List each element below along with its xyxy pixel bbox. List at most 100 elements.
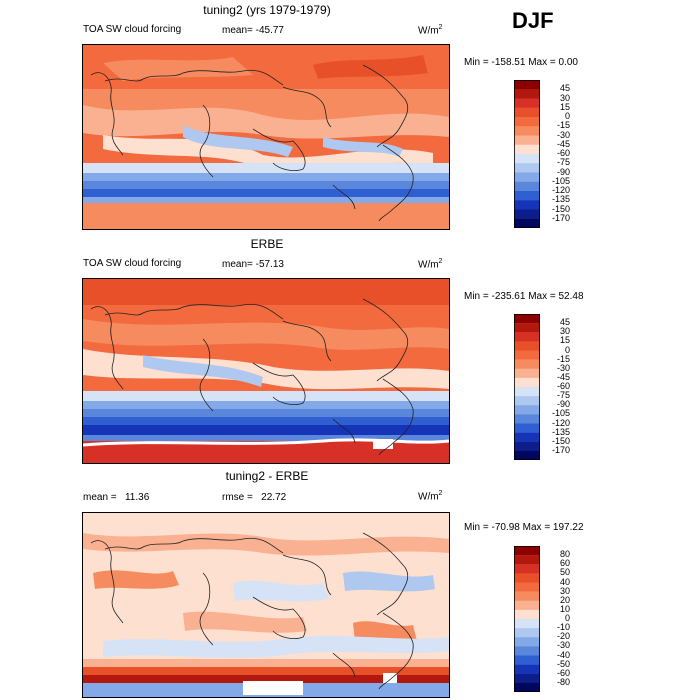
colorbar-tick-label: -150: [551, 203, 570, 214]
panel-1-field-label: TOA SW cloud forcing: [83, 24, 182, 35]
panel-2-colorbar: [514, 314, 540, 461]
colorbar-tick-label: -40: [556, 649, 570, 660]
panel-1-map: [82, 44, 450, 230]
colorbar-swatch: [514, 341, 540, 351]
colorbar-tick-label: -105: [551, 175, 570, 186]
colorbar-swatch: [514, 332, 540, 342]
colorbar-swatch: [514, 555, 540, 565]
colorbar-tick-label: 10: [559, 603, 570, 614]
colorbar-swatch: [514, 673, 540, 684]
panel-3-map: [82, 512, 450, 698]
colorbar-tick-label: -80: [556, 676, 570, 687]
colorbar-tick-label: 30: [559, 326, 570, 337]
colorbar-swatch: [514, 80, 540, 90]
colorbar-swatch: [514, 135, 540, 145]
colorbar-tick-label: -30: [556, 129, 570, 140]
colorbar-swatch: [514, 181, 540, 192]
panel-2-minmax: Min = -235.61 Max = 52.48: [464, 291, 584, 302]
colorbar-swatch: [514, 107, 540, 118]
colorbar-tick-label: -20: [556, 631, 570, 642]
colorbar-swatch: [514, 172, 540, 182]
colorbar-swatch: [514, 432, 540, 442]
panel-3-minmax: Min = -70.98 Max = 197.22: [464, 522, 584, 533]
colorbar-tick-label: -90: [556, 166, 570, 177]
colorbar-tick-label: -60: [556, 381, 570, 391]
colorbar-tick-label: 50: [559, 567, 570, 578]
colorbar-tick-label: 30: [559, 92, 570, 103]
colorbar-swatch: [514, 377, 540, 388]
panel-3-colorbar: [514, 546, 540, 693]
colorbar-tick-label: -50: [556, 658, 570, 669]
panel-3-title: tuning2 - ERBE: [225, 469, 309, 483]
colorbar-tick-label: -10: [556, 622, 570, 633]
colorbar-swatch: [514, 564, 540, 574]
colorbar-tick-label: 40: [559, 576, 570, 587]
colorbar-swatch: [514, 582, 540, 592]
colorbar-swatch: [514, 423, 540, 433]
colorbar-swatch: [514, 646, 540, 656]
colorbar-swatch: [514, 368, 540, 379]
colorbar-swatch: [514, 314, 540, 324]
colorbar-tick-label: -60: [556, 148, 570, 158]
colorbar-swatch: [514, 609, 540, 620]
colorbar-swatch: [514, 619, 540, 629]
colorbar-tick-label: -105: [551, 408, 570, 419]
colorbar-swatch: [514, 441, 540, 452]
panel-1-minmax: Min = -158.51 Max = 0.00: [464, 57, 578, 68]
colorbar-tick-label: -30: [556, 362, 570, 373]
colorbar-swatch: [514, 144, 540, 155]
colorbar-swatch: [514, 323, 540, 333]
colorbar-tick-label: 0: [564, 111, 570, 121]
colorbar-swatch: [514, 655, 540, 665]
colorbar-swatch: [514, 98, 540, 108]
colorbar-border: [514, 314, 540, 460]
colorbar-tick-label: -30: [556, 640, 570, 651]
colorbar-tick-label: -75: [556, 390, 570, 401]
colorbar-swatch: [514, 89, 540, 99]
colorbar-swatch: [514, 163, 540, 173]
panel-1-mean: mean= -45.77: [222, 25, 284, 36]
colorbar-tick-label: 45: [559, 83, 570, 94]
colorbar-tick-label: 20: [559, 594, 570, 605]
colorbar-tick-label: -15: [556, 120, 570, 131]
panel-1-colorbar-labels: 45 30 15 0 -15 -30 -45 -60 -75 -90 -105 -120 -135 -15…: [536, 80, 576, 228]
colorbar-swatch: [514, 591, 540, 601]
panel-1-units: W/m2: [418, 24, 443, 37]
colorbar-swatch: [514, 682, 540, 693]
colorbar-tick-label: -15: [556, 353, 570, 364]
colorbar-tick-label: 15: [559, 335, 570, 346]
colorbar-swatch: [514, 200, 540, 210]
colorbar-swatch: [514, 218, 540, 229]
panel-3-rmse: rmse = 22.72: [222, 492, 287, 503]
colorbar-tick-label: -135: [551, 194, 570, 205]
colorbar-tick-label: 60: [559, 558, 570, 569]
colorbar-tick-label: -120: [551, 417, 570, 428]
colorbar-tick-label: -60: [556, 667, 570, 678]
colorbar-swatch: [514, 414, 540, 424]
colorbar-tick-label: -170: [551, 444, 570, 455]
colorbar-swatch: [514, 664, 540, 674]
colorbar-swatch: [514, 396, 540, 406]
season-label: DJF: [512, 8, 554, 33]
colorbar-swatch: [514, 450, 540, 461]
colorbar-swatch: [514, 209, 540, 219]
colorbar-border: [514, 546, 540, 692]
colorbar-swatch: [514, 191, 540, 201]
colorbar-swatch: [514, 387, 540, 397]
colorbar-tick-label: 80: [559, 549, 570, 560]
panel-2-units: W/m2: [418, 258, 443, 271]
colorbar-swatch: [514, 117, 540, 127]
colorbar-tick-label: -45: [556, 371, 570, 382]
colorbar-tick-label: -170: [551, 212, 570, 223]
panel-2-colorbar-labels: 45 30 15 0 -15 -30 -45 -60 -75 -90 -105 -120 -135 -15…: [536, 314, 576, 460]
panel-3-mean: mean = 11.36: [83, 492, 150, 503]
colorbar-swatch: [514, 573, 540, 583]
panel-3-colorbar-labels: 80 60 50 40 30 20 10 0 -10 -20 -30 -40 -50 -60 -80: [536, 546, 576, 692]
colorbar-tick-label: 0: [564, 613, 570, 623]
panel-1-title: tuning2 (yrs 1979-1979): [203, 3, 331, 17]
panel-1-colorbar: [514, 80, 540, 229]
colorbar-swatch: [514, 359, 540, 369]
colorbar-swatch: [514, 154, 540, 164]
panel-3-colorbar-swatches: [514, 546, 540, 693]
colorbar-tick-label: -150: [551, 435, 570, 446]
